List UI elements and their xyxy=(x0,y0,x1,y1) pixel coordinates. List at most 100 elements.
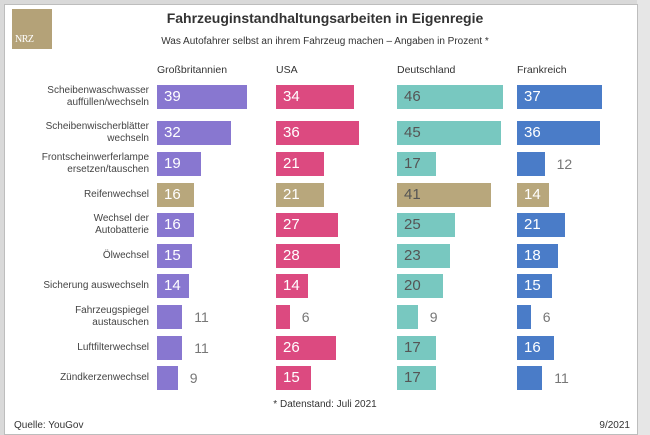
data-label: 14 xyxy=(283,277,300,294)
data-label: 16 xyxy=(164,216,181,233)
data-label: 15 xyxy=(283,369,300,386)
bar xyxy=(157,213,194,237)
data-label: 11 xyxy=(194,309,209,325)
data-label: 34 xyxy=(283,88,300,105)
bar xyxy=(517,366,543,390)
bar xyxy=(517,183,550,207)
series-header: Deutschland xyxy=(397,64,456,76)
bar xyxy=(276,305,290,329)
bar xyxy=(276,183,325,207)
bar xyxy=(517,336,554,360)
data-label: 45 xyxy=(404,124,421,141)
window-scrollbar-area xyxy=(637,0,650,435)
category-label-line: Luftfilterwechsel xyxy=(77,342,149,353)
bar xyxy=(157,274,190,298)
bar xyxy=(397,213,455,237)
data-label: 6 xyxy=(542,309,551,325)
bar xyxy=(157,152,201,176)
category-label-line: Scheibenwischerblätter xyxy=(45,121,149,132)
data-label: 36 xyxy=(283,124,300,141)
footnote: * Datenstand: Juli 2021 xyxy=(273,399,377,410)
data-label: 37 xyxy=(524,88,541,105)
category-label: Zündkerzenwechsel xyxy=(60,372,149,384)
bar xyxy=(517,274,552,298)
bar xyxy=(397,121,501,145)
category-label: Reifenwechsel xyxy=(84,189,149,201)
bar xyxy=(276,366,311,390)
bar xyxy=(157,336,183,360)
data-label: 25 xyxy=(404,216,421,233)
data-label: 14 xyxy=(164,277,181,294)
bar xyxy=(397,244,450,268)
source-label: Quelle: YouGov xyxy=(14,420,84,431)
bar xyxy=(157,305,183,329)
bar xyxy=(276,244,341,268)
bar xyxy=(157,85,247,109)
data-label: 18 xyxy=(524,247,541,264)
category-label: Wechsel der Autobatterie xyxy=(94,213,149,237)
bar xyxy=(276,152,325,176)
bar xyxy=(397,274,443,298)
bar xyxy=(517,213,566,237)
data-label: 11 xyxy=(194,340,209,356)
data-label: 21 xyxy=(283,155,300,172)
data-label: 17 xyxy=(404,339,421,356)
bar xyxy=(276,274,309,298)
category-label: Scheibenwaschwasser auffüllen/wechseln xyxy=(47,85,149,109)
bar xyxy=(517,85,603,109)
category-label-line: Ölwechsel xyxy=(102,250,149,261)
bar xyxy=(397,305,418,329)
bar xyxy=(276,121,359,145)
bar xyxy=(517,152,545,176)
bar xyxy=(276,336,336,360)
logo-text: NRZ xyxy=(15,34,34,45)
nrz-logo: NRZ xyxy=(12,9,52,49)
bar xyxy=(397,336,437,360)
category-label-line: Wechsel der xyxy=(93,213,149,224)
series-header: Großbritannien xyxy=(157,64,228,76)
series-header: Frankreich xyxy=(517,64,567,76)
category-label-line: austauschen xyxy=(92,317,149,328)
data-label: 16 xyxy=(524,339,541,356)
chart-subtitle: Was Autofahrer selbst an ihrem Fahrzeug … xyxy=(161,36,489,47)
category-label-line: Zündkerzenwechsel xyxy=(60,372,149,383)
data-label: 27 xyxy=(283,216,300,233)
bar xyxy=(157,121,231,145)
category-label-line: auffüllen/wechseln xyxy=(66,97,149,108)
bar xyxy=(517,121,600,145)
data-label: 23 xyxy=(404,247,421,264)
data-label: 32 xyxy=(164,124,181,141)
data-label: 39 xyxy=(164,88,181,105)
data-label: 9 xyxy=(429,309,438,325)
data-label: 15 xyxy=(524,277,541,294)
bar xyxy=(397,183,492,207)
bar xyxy=(157,183,194,207)
category-label-line: Sicherung auswechseln xyxy=(43,280,149,291)
chart-title: Fahrzeuginstandhaltungsarbeiten in Eigen… xyxy=(166,10,484,26)
category-label: Sicherung auswechseln xyxy=(43,280,149,292)
category-label-line: Scheibenwaschwasser xyxy=(47,85,149,96)
category-label: Luftfilterwechsel xyxy=(77,342,149,354)
bar xyxy=(517,305,531,329)
category-label-line: Reifenwechsel xyxy=(83,189,149,200)
bar xyxy=(276,85,355,109)
category-label-line: ersetzen/tauschen xyxy=(67,164,149,175)
category-label-line: wechseln xyxy=(107,133,149,144)
category-label: Frontscheinwerferlampe ersetzen/tauschen xyxy=(42,152,149,176)
data-label: 36 xyxy=(524,124,541,141)
data-label: 21 xyxy=(524,216,541,233)
data-label: 19 xyxy=(164,155,181,172)
data-label: 12 xyxy=(556,156,573,172)
data-label: 26 xyxy=(283,339,300,356)
data-label: 17 xyxy=(404,155,421,172)
data-label: 17 xyxy=(404,369,421,386)
bar xyxy=(397,152,437,176)
data-label: 21 xyxy=(283,186,300,203)
bar xyxy=(276,213,339,237)
data-label: 14 xyxy=(524,186,541,203)
data-label: 9 xyxy=(189,370,198,386)
data-label: 15 xyxy=(164,247,181,264)
series-header: USA xyxy=(276,64,298,76)
bar xyxy=(397,85,503,109)
category-label-line: Fahrzeugspiegel xyxy=(75,305,149,316)
